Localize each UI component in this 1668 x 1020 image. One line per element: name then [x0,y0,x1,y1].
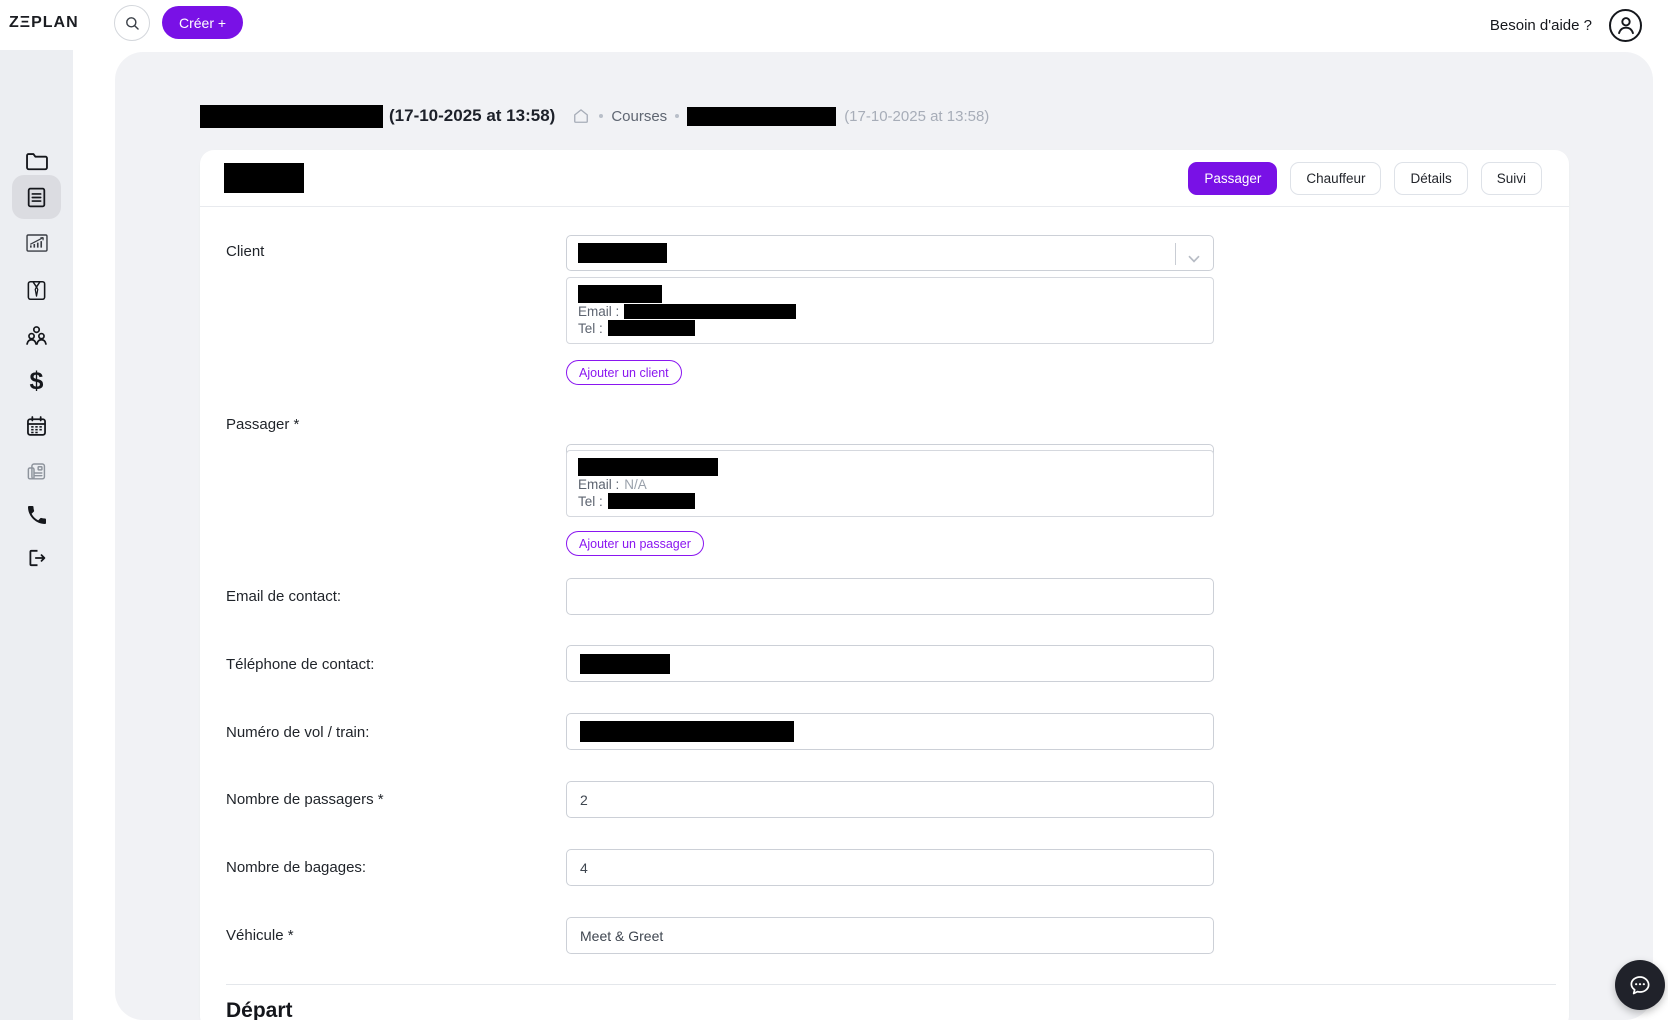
tab-details[interactable]: Détails [1394,161,1468,195]
passenger-count-input[interactable] [566,781,1214,818]
redacted-card-title [224,163,304,193]
dollar-icon: $ [29,366,44,395]
sidebar-item-calendar[interactable] [0,404,73,448]
add-passenger-button[interactable]: Ajouter un passager [566,531,704,556]
breadcrumb: (17-10-2025 at 13:58) Courses (17-10-202… [200,101,989,131]
redacted-client-email [624,304,797,319]
depart-section-title: Départ [226,999,293,1020]
passenger-label: Passager * [226,416,300,433]
chat-icon [1626,971,1654,999]
sidebar-item-chauffeurs[interactable] [0,268,73,312]
calendar-icon [24,414,49,439]
tab-chauffeur[interactable]: Chauffeur [1290,161,1382,195]
course-card: Passager Chauffeur Détails Suivi Client … [200,150,1569,1020]
folder-icon [24,148,50,174]
create-button[interactable]: Créer + [162,6,244,39]
client-email-label: Email : [578,304,620,319]
tab-passager[interactable]: Passager [1188,161,1278,195]
breadcrumb-courses-link[interactable]: Courses [611,107,668,125]
redacted-contact-phone [580,653,670,674]
add-client-button[interactable]: Ajouter un client [566,360,682,385]
sidebar-item-logout[interactable] [0,536,73,580]
passenger-tel-label: Tel : [578,493,603,509]
search-button[interactable] [114,5,150,41]
bags-count-label: Nombre de bagages: [226,859,367,876]
client-info-box: Email : Tel : [566,277,1214,344]
help-link[interactable]: Besoin d'aide ? [1489,16,1592,34]
page-title-timestamp: (17-10-2025 at 13:58) [389,106,556,125]
redacted-client-tel [607,320,695,336]
sidebar-item-courses[interactable] [0,175,73,219]
breadcrumb-separator [675,114,680,118]
contact-email-input[interactable] [566,578,1214,615]
breadcrumb-separator [599,114,604,118]
chat-widget-button[interactable] [1615,960,1665,1010]
client-tel-label: Tel : [578,320,603,336]
section-divider [226,984,1556,985]
tab-bar: Passager Chauffeur Détails Suivi [1188,161,1542,195]
chart-icon [24,230,50,256]
sidebar-item-billing[interactable]: $ [0,359,73,403]
team-icon [23,322,50,349]
flight-number-label: Numéro de vol / train: [226,724,370,741]
redacted-passenger-tel [607,493,695,509]
tab-suivi[interactable]: Suivi [1480,161,1542,195]
invoice-icon [24,459,49,484]
redacted-flight-number [580,721,794,742]
sidebar-item-clients[interactable] [0,313,73,357]
card-header: Passager Chauffeur Détails Suivi [200,150,1569,207]
search-icon [123,14,142,33]
vehicle-input[interactable] [566,917,1214,954]
suit-icon [24,278,49,303]
redacted-client-value [578,243,667,263]
contact-phone-input[interactable] [566,645,1214,682]
document-icon [24,185,49,210]
passenger-email-label: Email : [578,477,620,492]
select-divider [1175,243,1176,265]
topbar: ZΞPLAN Créer + Besoin d'aide ? [0,0,1668,50]
redacted-passenger-name [578,458,718,476]
sidebar-item-invoices[interactable] [0,449,73,493]
phone-icon [25,503,49,527]
flight-number-input[interactable] [566,713,1214,750]
contact-email-label: Email de contact: [226,588,342,605]
passenger-info-box: Email : N/A Tel : [566,450,1214,517]
main-panel: (17-10-2025 at 13:58) Courses (17-10-202… [115,52,1653,1020]
contact-phone-label: Téléphone de contact: [226,656,375,673]
client-select[interactable] [566,235,1214,271]
vehicle-label: Véhicule * [226,927,294,944]
passenger-email-value: N/A [624,477,647,492]
bags-count-input[interactable] [566,849,1214,886]
sidebar-item-stats[interactable] [0,221,73,265]
sidebar-item-folder[interactable] [0,139,73,183]
logout-icon [25,546,49,570]
client-label: Client [226,243,265,260]
chevron-down-icon[interactable] [1188,250,1200,268]
breadcrumb-timestamp: (17-10-2025 at 13:58) [844,107,990,125]
redacted-client-name [578,285,662,303]
sidebar-item-phone[interactable] [0,493,73,537]
home-icon[interactable] [571,106,591,126]
avatar[interactable] [1609,8,1642,42]
zeplan-logo: ZΞPLAN [9,14,79,31]
redacted-page-title [200,104,383,128]
redacted-breadcrumb-item [687,106,837,126]
passenger-count-label: Nombre de passagers * [226,791,384,808]
sidebar: $ [0,47,73,1020]
